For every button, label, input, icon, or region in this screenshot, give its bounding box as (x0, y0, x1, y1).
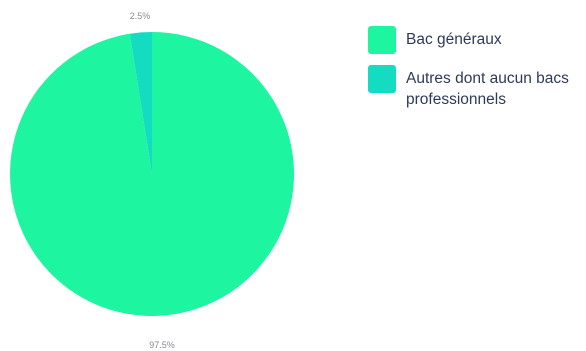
slice-label-bac-generaux: 97.5% (149, 340, 175, 350)
legend: Bac généraux Autres dont aucun bacs prof… (368, 26, 586, 121)
legend-item-bac-generaux[interactable]: Bac généraux (368, 26, 586, 54)
legend-swatch-autres (368, 65, 396, 93)
legend-label-autres: Autres dont aucun bacs professionnels (406, 70, 569, 108)
legend-item-autres[interactable]: Autres dont aucun bacs professionnels (368, 65, 586, 110)
slice-label-autres: 2.5% (130, 11, 151, 21)
legend-label-bac-generaux: Bac généraux (406, 31, 502, 48)
legend-swatch-bac-generaux (368, 26, 396, 54)
pie-slices (9, 31, 295, 316)
pie-slice-autres[interactable] (129, 32, 152, 174)
